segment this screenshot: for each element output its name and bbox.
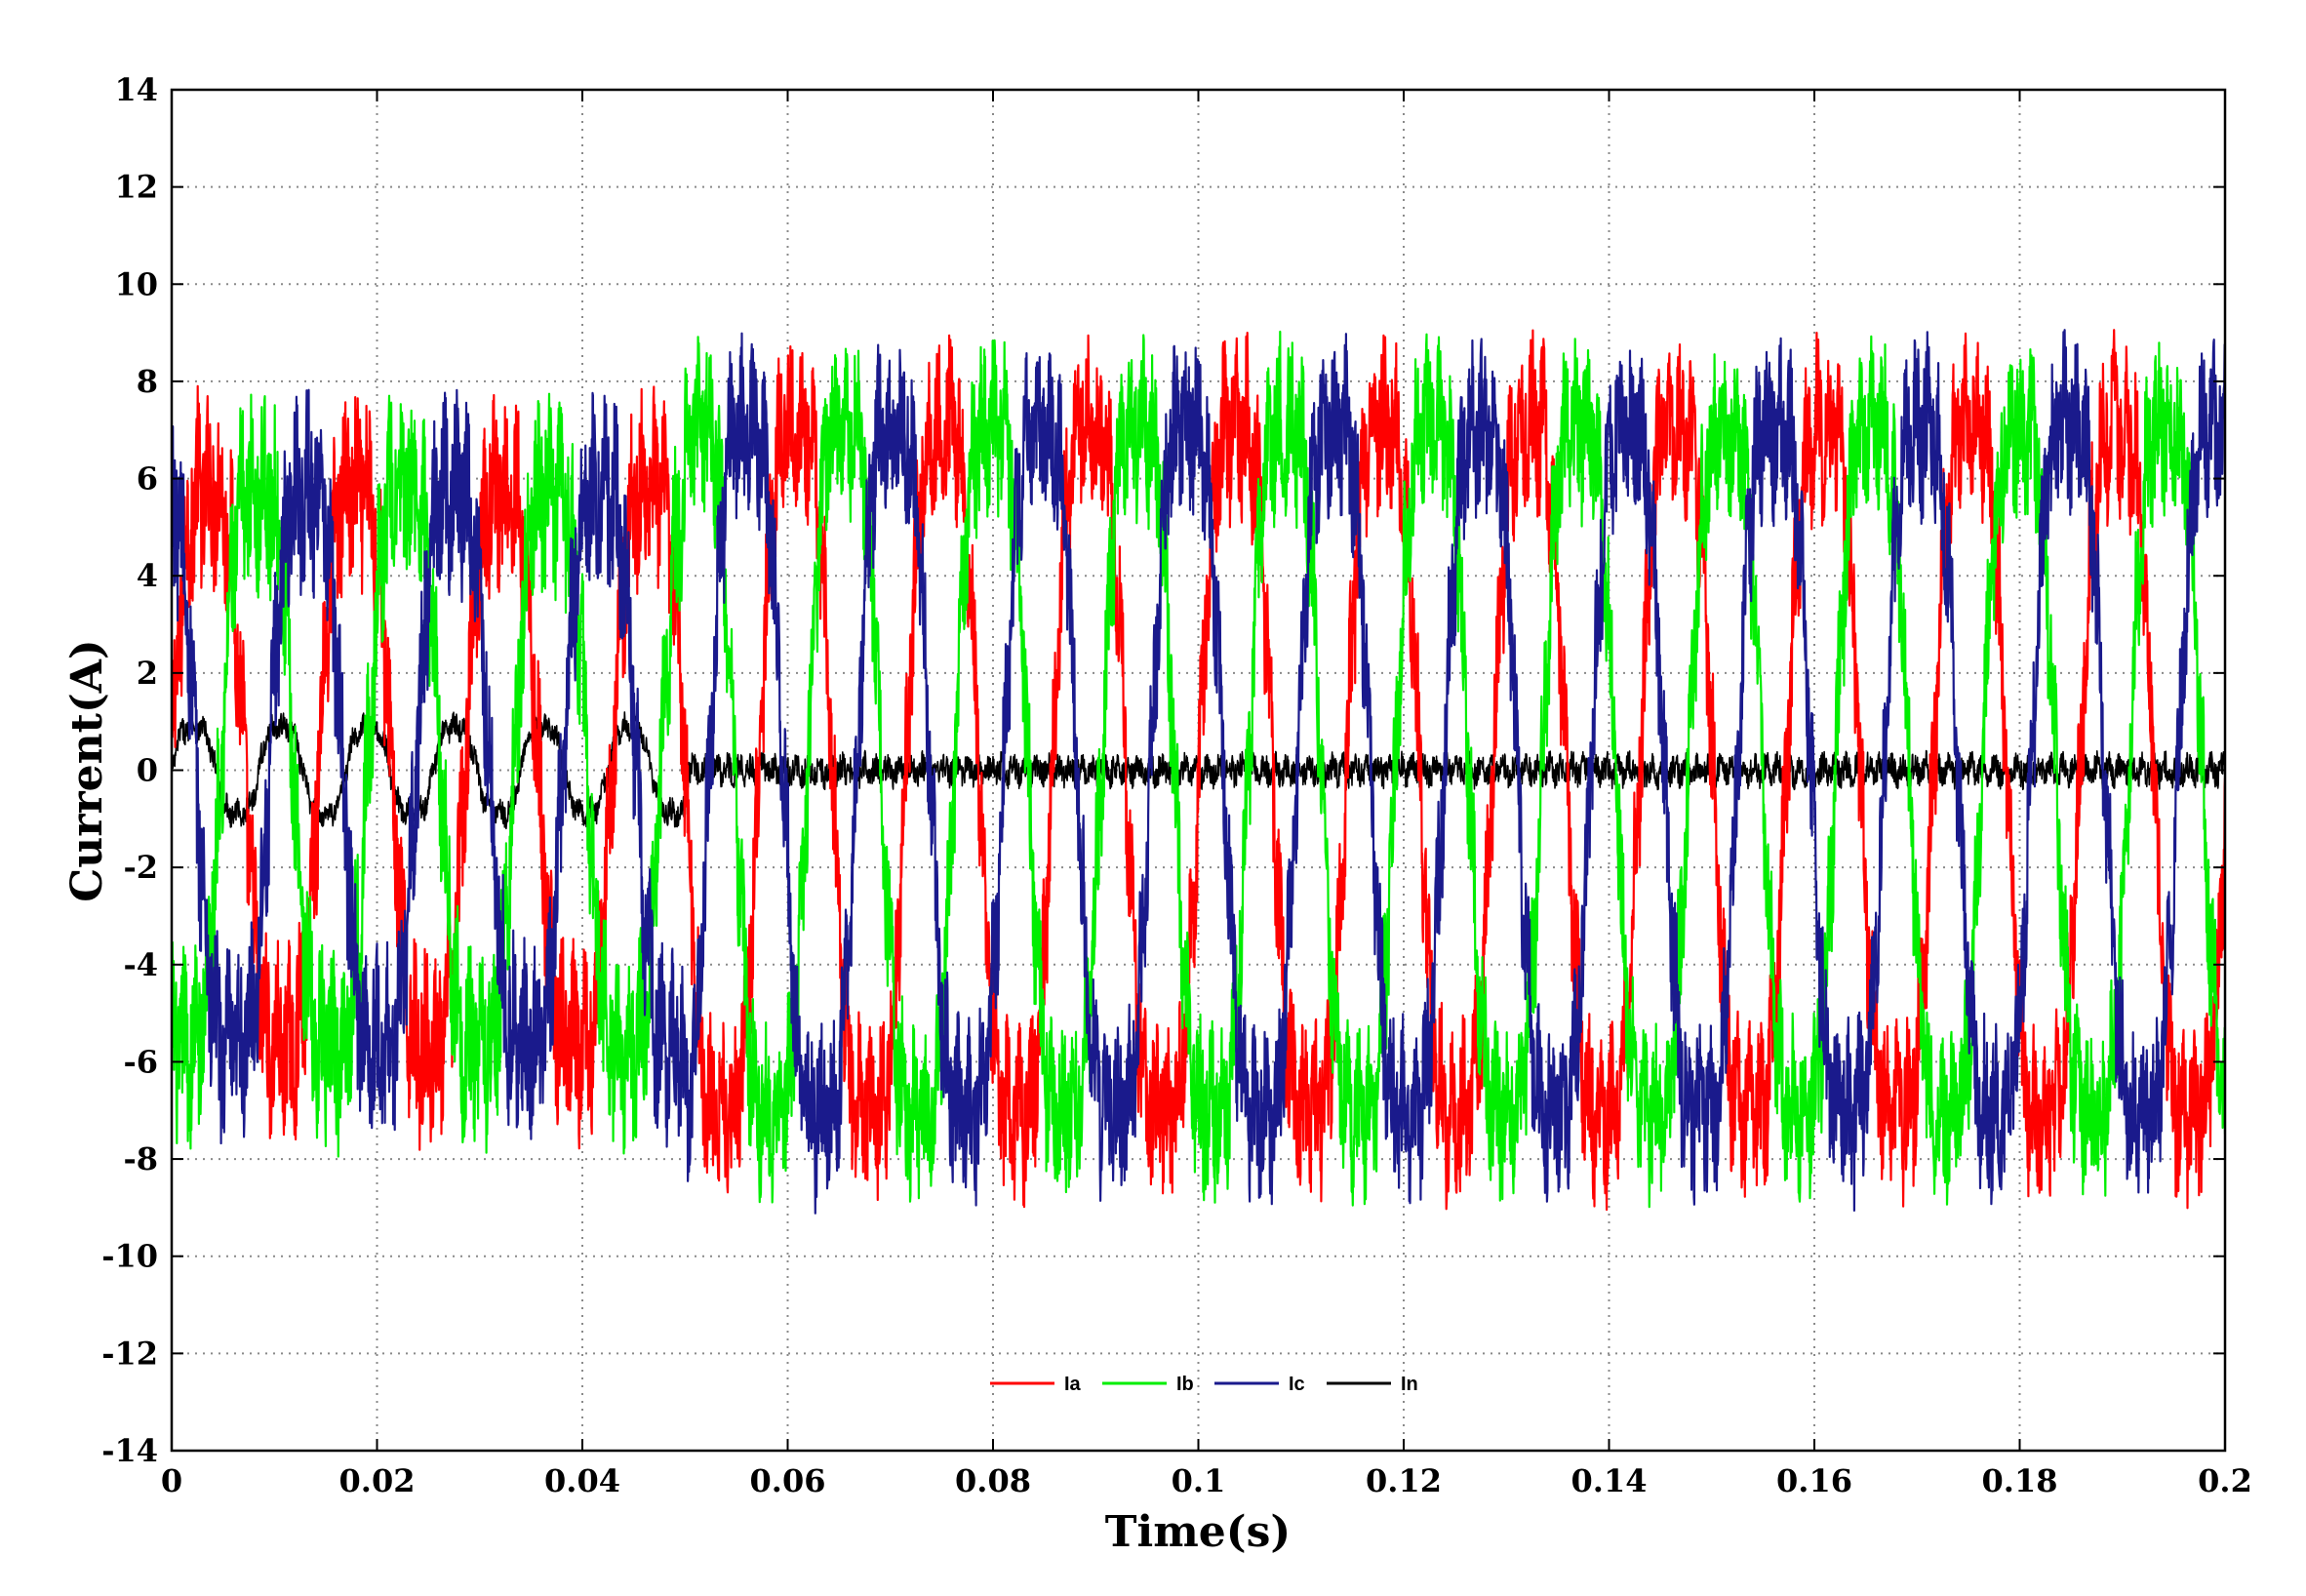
- legend-label-ic: Ic: [1289, 1374, 1305, 1395]
- legend-label-ib: Ib: [1176, 1374, 1194, 1395]
- y-tick-label: -4: [123, 946, 158, 983]
- x-tick-label: 0.06: [750, 1462, 826, 1499]
- y-tick-labels: 14 12 10 8 6 4 2 0 -2 -4 -6 -8 -10 -12 -14: [101, 71, 158, 1469]
- series-line-ib: [172, 330, 2225, 1209]
- x-tick-label: 0.02: [339, 1462, 416, 1499]
- x-axis-label: Time(s): [1105, 1507, 1291, 1557]
- y-tick-label: -10: [101, 1238, 158, 1275]
- x-tick-label: 0: [161, 1462, 182, 1499]
- y-tick-label: -14: [101, 1432, 158, 1469]
- y-tick-label: 12: [114, 169, 158, 206]
- legend-label-in: In: [1401, 1374, 1418, 1395]
- x-tick-label: 0.04: [544, 1462, 620, 1499]
- series-line-ic: [172, 329, 2225, 1215]
- x-tick-label: 0.2: [2198, 1462, 2252, 1499]
- x-tick-label: 0.18: [1982, 1462, 2058, 1499]
- y-tick-label: -2: [123, 849, 158, 886]
- y-tick-label: 10: [114, 265, 158, 302]
- y-tick-label: -6: [123, 1043, 158, 1080]
- legend: Ia Ib Ic In: [990, 1374, 1418, 1395]
- x-tick-label: 0.12: [1366, 1462, 1442, 1499]
- y-tick-label: 4: [137, 557, 158, 594]
- x-tick-label: 0.16: [1776, 1462, 1852, 1499]
- x-tick-label: 0.1: [1172, 1462, 1226, 1499]
- y-tick-label: 0: [137, 752, 158, 789]
- y-tick-label: 6: [137, 460, 158, 498]
- x-tick-labels: 0 0.02 0.04 0.06 0.08 0.1 0.12 0.14 0.16 0.18 0.2: [161, 1462, 2252, 1499]
- series-layer: [172, 329, 2225, 1215]
- y-tick-label: -12: [101, 1335, 158, 1372]
- ticks: [171, 89, 2226, 1452]
- y-axis-label: Current(A): [62, 639, 112, 901]
- legend-label-ia: Ia: [1064, 1374, 1082, 1395]
- x-tick-label: 0.14: [1571, 1462, 1648, 1499]
- y-tick-label: 14: [114, 71, 158, 108]
- x-tick-label: 0.08: [955, 1462, 1031, 1499]
- y-tick-label: 8: [137, 363, 158, 400]
- y-tick-label: -8: [123, 1140, 158, 1177]
- series-line-ia: [172, 329, 2225, 1212]
- y-tick-label: 2: [137, 655, 158, 692]
